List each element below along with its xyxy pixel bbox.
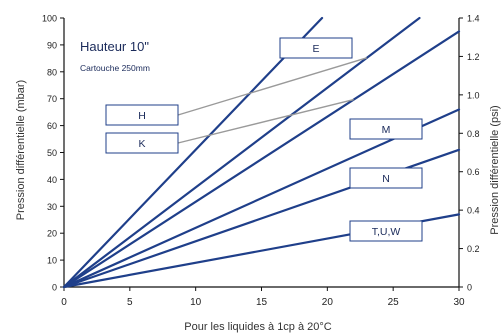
panel-subtitle: Cartouche 250mm [80, 63, 150, 73]
x-tick-label-5: 25 [388, 297, 400, 308]
series-lines [62, 16, 461, 289]
label-text-h: H [138, 110, 146, 122]
y-left-tick-label-2: 20 [47, 229, 57, 239]
x-axis-label: Pour les liquides à 1cp à 20°C [184, 321, 332, 333]
y-right-tick-label-2: 0.4 [467, 206, 480, 216]
y-axis-right-label: Pression différentielle (psi) [489, 105, 501, 234]
y-left-tick-label-1: 10 [47, 256, 57, 266]
label-text-e: E [312, 43, 319, 55]
y-left-tick-label-0: 0 [52, 283, 57, 293]
label-box-m [349, 118, 423, 140]
x-tick-label-3: 15 [256, 297, 268, 308]
x-tick-label-4: 20 [322, 297, 334, 308]
y-axis-left-label: Pression différentielle (mbar) [15, 80, 27, 220]
label-box-n [349, 167, 423, 189]
axes: 0 5 10 15 20 25 30010203040506070809010000.20.… [42, 14, 480, 309]
label-box-k [105, 132, 179, 154]
y-right-tick-label-4: 0.8 [467, 129, 480, 139]
y-right-tick-label-1: 0.2 [467, 244, 480, 254]
panel-title: Hauteur 10" [80, 39, 149, 54]
y-left-tick-label-8: 80 [47, 67, 57, 77]
y-left-tick-label-6: 60 [47, 121, 57, 131]
label-box-e [279, 37, 353, 59]
y-right-tick-label-0: 0 [467, 283, 472, 293]
series-labels: E H K M N T,U,W [105, 37, 423, 242]
label-text-k: K [138, 138, 145, 150]
series-line-h [62, 16, 421, 289]
label-text-t-u-w: T,U,W [372, 226, 401, 238]
y-right-tick-label-3: 0.6 [467, 167, 480, 177]
y-left-tick-label-4: 40 [47, 175, 57, 185]
x-tick-label-1: 5 [127, 297, 133, 308]
panel-heading: Hauteur 10" Cartouche 250mm [80, 39, 150, 73]
y-right-tick-label-6: 1.2 [467, 52, 480, 62]
series-line-k [62, 30, 461, 289]
leader-line-h [177, 57, 368, 116]
label-box-t-u-w [349, 220, 423, 242]
y-right-tick-label-5: 1.0 [467, 90, 480, 100]
y-left-tick-label-7: 70 [47, 94, 57, 104]
label-text-m: M [382, 124, 391, 136]
x-tick-label-0: 0 [61, 297, 67, 308]
y-right-tick-label-7: 1.4 [467, 14, 480, 24]
x-tick-label-6: 30 [453, 297, 465, 308]
label-box-h [105, 104, 179, 126]
y-left-tick-label-10: 100 [42, 14, 57, 24]
x-tick-label-2: 10 [190, 297, 202, 308]
label-text-n: N [382, 173, 390, 185]
y-left-tick-label-9: 90 [47, 40, 57, 50]
y-left-tick-label-3: 30 [47, 202, 57, 212]
leader-line-k [177, 98, 354, 144]
series-line-e [62, 16, 324, 289]
y-left-tick-label-5: 50 [47, 148, 57, 158]
